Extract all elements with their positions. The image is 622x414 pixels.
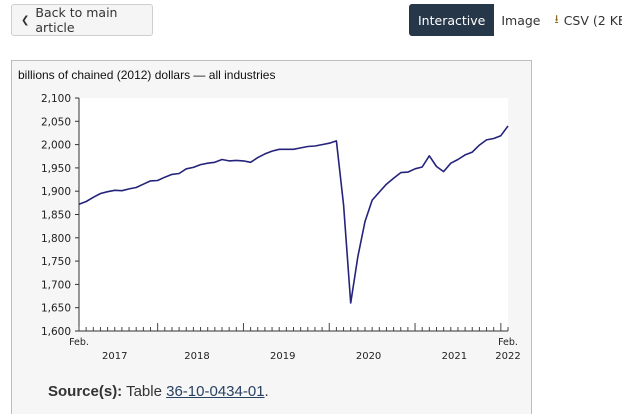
chevron-left-icon: ❮ (21, 14, 30, 26)
tab-interactive-label: Interactive (418, 12, 486, 28)
tab-csv-download[interactable]: ⭳ CSV (2 KB) (548, 4, 622, 36)
x-year-label: 2020 (356, 351, 381, 362)
source-end: . (264, 383, 269, 400)
x-start-month-label: Feb. (69, 337, 89, 348)
tab-image-label: Image (501, 12, 541, 28)
tab-image[interactable]: Image (494, 4, 547, 36)
y-tick-label: 1,800 (41, 233, 71, 245)
y-tick-label: 1,650 (41, 303, 71, 315)
series-line (78, 125, 509, 304)
x-year-label: 2021 (442, 351, 467, 362)
tab-interactive[interactable]: Interactive (409, 4, 495, 36)
source-label: Source(s): (48, 383, 123, 400)
back-to-main-article-button[interactable]: ❮ Back to main article (11, 4, 153, 36)
x-end-month-label: Feb. (498, 337, 518, 348)
tab-csv-label: CSV (2 KB) (563, 12, 622, 28)
x-year-label: 2017 (102, 351, 127, 362)
y-tick-label: 2,000 (41, 140, 71, 152)
y-tick-label: 1,950 (41, 163, 71, 175)
chart-y-axis-label: billions of chained (2012) dollars — all… (18, 68, 276, 82)
x-year-label: 2022 (495, 351, 520, 362)
y-tick-label: 1,850 (41, 210, 71, 222)
y-tick-label: 1,900 (41, 186, 71, 198)
y-tick-label: 2,050 (41, 116, 71, 128)
y-tick-label: 1,750 (41, 256, 71, 268)
view-tabs: Interactive Image ⭳ CSV (2 KB) (409, 4, 622, 36)
y-tick-label: 1,700 (41, 279, 71, 291)
y-tick-label: 2,100 (41, 93, 71, 105)
source-line: Source(s): Table 36-10-0434-01. (48, 383, 269, 400)
back-button-label: Back to main article (35, 5, 118, 35)
source-text: Table (126, 383, 162, 400)
source-table-link[interactable]: 36-10-0434-01 (166, 383, 265, 400)
x-year-label: 2018 (184, 351, 209, 362)
y-tick-label: 1,600 (41, 326, 71, 338)
download-icon: ⭳ (554, 11, 559, 26)
plot-area (79, 98, 508, 331)
x-year-label: 2019 (270, 351, 295, 362)
